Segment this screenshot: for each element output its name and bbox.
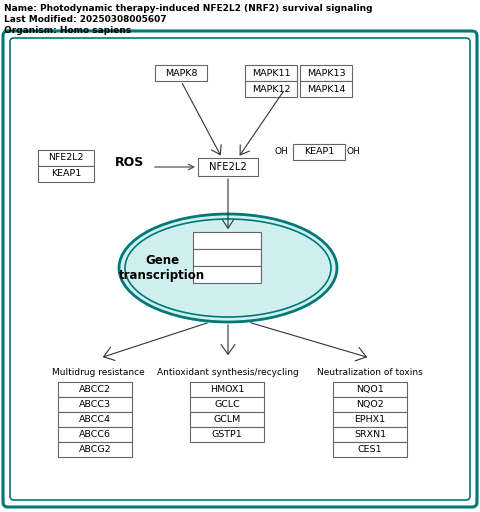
Text: NQO2: NQO2 [356,400,384,409]
Text: MAPK8: MAPK8 [165,69,197,77]
Text: OH: OH [274,146,288,156]
Text: NFE2L2: NFE2L2 [209,162,247,172]
Text: Last Modified: 20250308005607: Last Modified: 20250308005607 [4,15,167,24]
Bar [333,427,407,442]
Bar [333,442,407,457]
Ellipse shape [125,219,331,317]
Bar [333,412,407,427]
Text: Organism: Homo sapiens: Organism: Homo sapiens [4,26,131,35]
Text: JUN: JUN [218,253,235,262]
Text: KEAP1: KEAP1 [304,147,334,157]
Text: HMOX1: HMOX1 [210,385,244,394]
Text: ABCC3: ABCC3 [79,400,111,409]
Bar [333,397,407,412]
Bar [245,65,297,81]
Bar [58,397,132,412]
Text: ABCC2: ABCC2 [79,385,111,394]
Bar [293,144,345,160]
Text: Antioxidant synthesis/recycling: Antioxidant synthesis/recycling [157,368,299,377]
Bar [38,166,94,182]
Text: GSTP1: GSTP1 [212,430,242,439]
Bar [300,81,352,97]
Text: ROS: ROS [115,157,144,169]
Bar [190,412,264,427]
Text: MAPK13: MAPK13 [307,69,345,77]
Bar [58,442,132,457]
Text: Neutralization of toxins: Neutralization of toxins [317,368,423,377]
Text: NQO1: NQO1 [356,385,384,394]
Text: OH: OH [346,146,360,156]
Bar [193,249,261,266]
Bar [190,397,264,412]
Text: ABCC4: ABCC4 [79,415,111,424]
Text: EPHX1: EPHX1 [354,415,385,424]
Text: SRXN1: SRXN1 [354,430,386,439]
Bar [245,81,297,97]
Text: NFE2L2: NFE2L2 [209,236,245,245]
Text: MAPK14: MAPK14 [307,84,345,94]
Text: Gene
transcription: Gene transcription [119,253,205,283]
Text: KEAP1: KEAP1 [51,169,81,179]
Text: ABCG2: ABCG2 [79,445,111,454]
Bar [300,65,352,81]
Bar [193,232,261,249]
Text: GCLC: GCLC [214,400,240,409]
Text: MAPK11: MAPK11 [252,69,290,77]
Text: GCLM: GCLM [214,415,240,424]
Text: ABCC6: ABCC6 [79,430,111,439]
Bar [198,158,258,176]
FancyBboxPatch shape [3,31,477,507]
Bar [155,65,207,81]
Bar [58,412,132,427]
Bar [58,382,132,397]
Bar [333,382,407,397]
FancyBboxPatch shape [10,38,470,500]
Text: CES1: CES1 [358,445,382,454]
Text: Multidrug resistance: Multidrug resistance [52,368,144,377]
Bar [58,427,132,442]
Text: FOS: FOS [217,270,236,279]
Ellipse shape [119,214,337,322]
Bar [190,382,264,397]
Bar [193,266,261,283]
Bar [190,427,264,442]
Text: Name: Photodynamic therapy-induced NFE2L2 (NRF2) survival signaling: Name: Photodynamic therapy-induced NFE2L… [4,4,372,13]
Text: MAPK12: MAPK12 [252,84,290,94]
Text: NFE2L2: NFE2L2 [48,154,84,162]
Bar [38,150,94,166]
